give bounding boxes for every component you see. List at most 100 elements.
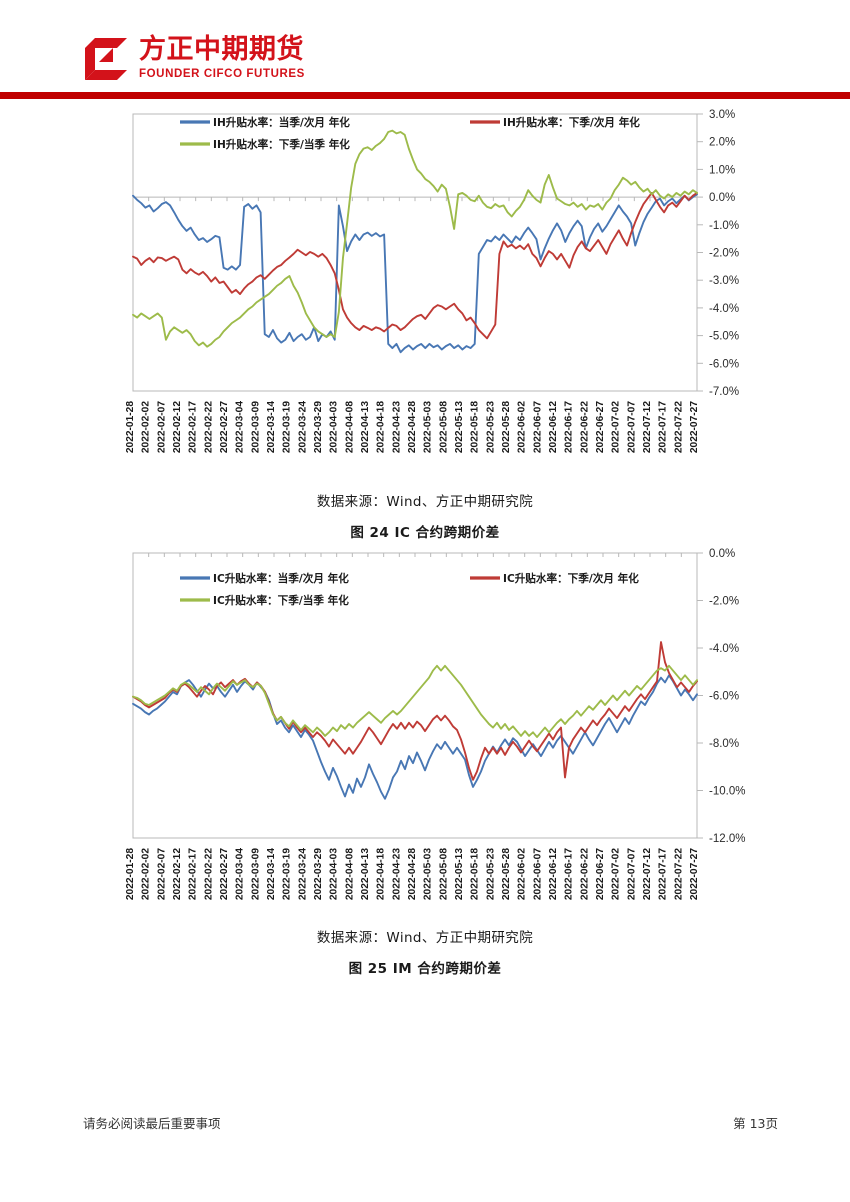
x-axis-date-label: 2022-06-27 [595, 848, 606, 900]
x-axis-date-label: 2022-06-17 [564, 848, 575, 900]
x-axis-date-label: 2022-07-07 [626, 401, 637, 453]
x-axis-date-label: 2022-06-02 [517, 401, 528, 453]
footer-disclaimer: 请务必阅读最后重要事项 [83, 1116, 221, 1131]
logo-chinese-name: 方正中期期货 [139, 34, 304, 65]
series-line-3 [132, 129, 698, 348]
x-axis-date-label: 2022-05-28 [501, 848, 512, 900]
legend-entry-3: IH升贴水率：下季/当季 年化 [180, 138, 350, 151]
x-axis-date-label: 2022-06-02 [517, 848, 528, 900]
legend-entry-1: IC升贴水率：当季/次月 年化 [180, 572, 349, 585]
chart-figure-24: 3.0% 2.0% 1.0% 0.0% -1.0% -2.0% -3.0% -4.0% -5.0… [0, 104, 850, 484]
x-axis-date-label: 2022-02-22 [203, 401, 214, 453]
y-axis-tick-label: -6.0% [709, 691, 739, 703]
footer-page-number: 第 13页 [733, 1116, 778, 1131]
x-axis-date-label: 2022-03-04 [235, 848, 246, 900]
chart-25-figure-caption: 图 25 IM 合约跨期价差 [348, 961, 502, 977]
legend-entry-3: IC升贴水率：下季/当季 年化 [180, 594, 349, 607]
x-axis-date-label: 2022-04-13 [360, 848, 371, 900]
x-axis-date-label: 2022-07-12 [642, 848, 653, 900]
x-axis-date-label: 2022-05-18 [470, 401, 481, 453]
legend-label: IH升贴水率：下季/次月 年化 [503, 116, 640, 129]
x-axis-date-label: 2022-02-12 [172, 401, 183, 453]
x-axis-date-label: 2022-02-12 [172, 848, 183, 900]
x-axis-date-label: 2022-03-09 [250, 401, 261, 453]
y-axis-tick-label: 1.0% [709, 164, 735, 176]
x-axis-date-label: 2022-04-08 [344, 401, 355, 453]
x-axis-date-label: 2022-05-13 [454, 401, 465, 453]
y-axis-tick-label: -7.0% [709, 386, 739, 398]
x-axis-date-label: 2022-01-28 [125, 401, 136, 453]
x-axis-date-label: 2022-05-03 [423, 401, 434, 453]
x-axis-date-label: 2022-03-14 [266, 848, 277, 900]
x-axis-date-label: 2022-07-27 [689, 848, 700, 900]
x-axis-date-label: 2022-06-22 [579, 401, 590, 453]
x-axis-date-label: 2022-02-02 [141, 401, 152, 453]
header-divider-rule [0, 92, 850, 99]
x-axis-date-label: 2022-02-22 [203, 848, 214, 900]
x-axis-date-label: 2022-02-07 [156, 848, 167, 900]
x-axis-date-label: 2022-02-02 [141, 848, 152, 900]
x-axis-date-label: 2022-07-02 [611, 848, 622, 900]
legend-label: IH升贴水率：下季/当季 年化 [213, 138, 350, 151]
x-axis-date-label: 2022-04-08 [344, 848, 355, 900]
y-axis-tick-label: -1.0% [709, 220, 739, 232]
y-axis-tick-label: 3.0% [709, 109, 735, 121]
x-axis-date-label: 2022-03-19 [282, 848, 293, 900]
x-axis-date-label: 2022-04-28 [407, 401, 418, 453]
legend-entry-2: IC升贴水率：下季/次月 年化 [470, 572, 639, 585]
x-axis-date-label: 2022-05-23 [485, 848, 496, 900]
x-axis-date-label: 2022-04-23 [391, 401, 402, 453]
x-axis-date-label: 2022-05-08 [438, 848, 449, 900]
x-axis-date-label: 2022-02-17 [188, 848, 199, 900]
x-axis-date-label: 2022-05-18 [470, 848, 481, 900]
y-axis-tick-label: -2.0% [709, 596, 739, 608]
legend-label: IC升贴水率：当季/次月 年化 [213, 572, 349, 585]
y-axis-tick-label: 0.0% [709, 192, 735, 204]
x-axis-date-label: 2022-07-02 [611, 401, 622, 453]
x-axis-date-label: 2022-02-17 [188, 401, 199, 453]
y-axis-tick-label: -12.0% [709, 833, 745, 845]
x-axis-date-label: 2022-06-22 [579, 848, 590, 900]
y-axis-tick-label: -2.0% [709, 248, 739, 260]
y-axis-tick-label: -3.0% [709, 275, 739, 287]
logo-english-name: FOUNDER CIFCO FUTURES [139, 68, 305, 80]
x-axis-date-label: 2022-07-17 [658, 401, 669, 453]
x-axis-date-label: 2022-03-24 [297, 848, 308, 900]
legend-entry-2: IH升贴水率：下季/次月 年化 [470, 116, 640, 129]
chart-24-canvas: 3.0% 2.0% 1.0% 0.0% -1.0% -2.0% -3.0% -4.0% -5.0… [125, 109, 739, 453]
founder-logo-icon [85, 38, 127, 80]
x-axis-date-label: 2022-05-03 [423, 848, 434, 900]
x-axis-date-label: 2022-03-29 [313, 848, 324, 900]
plot-area-border [132, 113, 698, 392]
x-axis-date-label: 2022-06-12 [548, 848, 559, 900]
x-axis-date-label: 2022-04-03 [329, 401, 340, 453]
x-axis-date-label: 2022-06-07 [532, 848, 543, 900]
y-axis-tick-label: 0.0% [709, 548, 735, 560]
x-axis-date-label: 2022-04-28 [407, 848, 418, 900]
x-axis-date-label: 2022-02-07 [156, 401, 167, 453]
x-axis-date-label: 2022-05-28 [501, 401, 512, 453]
x-axis-date-label: 2022-06-12 [548, 401, 559, 453]
x-axis-date-label: 2022-04-18 [376, 848, 387, 900]
page-header: 方正中期期货 FOUNDER CIFCO FUTURES [0, 0, 850, 99]
series-line-2 [132, 641, 698, 781]
legend-label: IH升贴水率：当季/次月 年化 [213, 116, 350, 129]
x-axis-date-label: 2022-04-18 [376, 401, 387, 453]
y-axis-tick-label: -4.0% [709, 303, 739, 315]
x-axis-date-label: 2022-05-23 [485, 401, 496, 453]
x-axis-date-label: 2022-07-22 [673, 401, 684, 453]
x-axis-date-label: 2022-07-17 [658, 848, 669, 900]
company-logo: 方正中期期货 FOUNDER CIFCO FUTURES [83, 35, 305, 81]
series-line-1 [132, 674, 698, 800]
x-axis-date-label: 2022-07-22 [673, 848, 684, 900]
x-axis-date-label: 2022-02-27 [219, 401, 230, 453]
x-axis-date-label: 2022-05-13 [454, 848, 465, 900]
chart-24-figure-caption: 图 24 IC 合约跨期价差 [350, 525, 500, 541]
x-axis-date-label: 2022-07-12 [642, 401, 653, 453]
x-axis-date-label: 2022-01-28 [125, 848, 136, 900]
x-axis-date-label: 2022-03-19 [282, 401, 293, 453]
chart-figure-25: 0.0% -2.0% -4.0% -6.0% -8.0% -10.0% -12.0% 2022… [0, 540, 850, 920]
legend-label: IC升贴水率：下季/当季 年化 [213, 594, 349, 607]
x-axis-date-label: 2022-03-29 [313, 401, 324, 453]
